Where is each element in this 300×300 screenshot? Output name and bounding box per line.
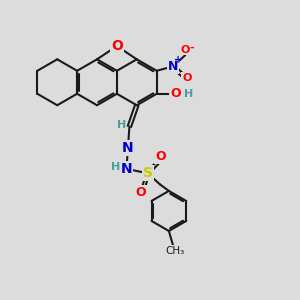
Text: H: H: [111, 162, 120, 172]
Text: N: N: [121, 162, 132, 176]
Text: N: N: [168, 60, 178, 73]
Text: O: O: [136, 186, 146, 199]
Text: O: O: [155, 150, 166, 163]
Text: H: H: [184, 89, 193, 99]
Text: H: H: [116, 120, 126, 130]
Text: CH₃: CH₃: [165, 246, 184, 256]
Text: S: S: [143, 166, 153, 180]
Text: O: O: [170, 87, 181, 100]
Text: O: O: [181, 45, 190, 55]
Text: -: -: [189, 43, 194, 52]
Text: O: O: [182, 73, 191, 82]
Text: +: +: [174, 56, 182, 65]
Text: N: N: [122, 141, 134, 154]
Text: O: O: [111, 39, 123, 53]
